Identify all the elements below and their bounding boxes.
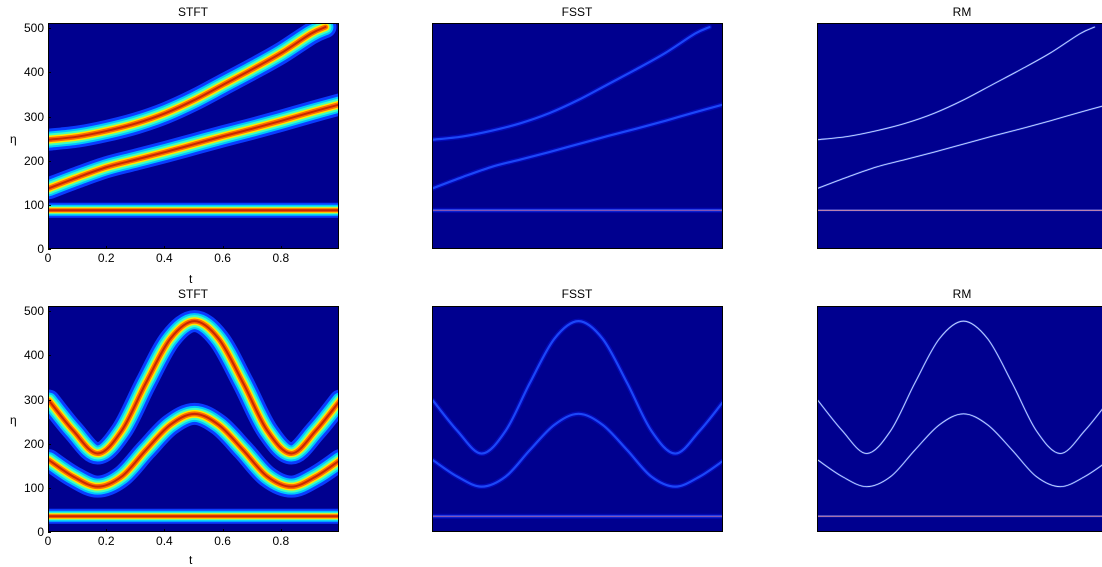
xtick-mark (48, 529, 49, 532)
rm-ridge-1 (818, 413, 1102, 488)
stft-band-core-0 (49, 26, 327, 141)
ytick-mark (48, 28, 51, 30)
fsst-ridge-0 (433, 25, 711, 141)
ytick-label: 300 (23, 392, 44, 407)
ytick-mark (48, 116, 51, 118)
ytick-label: 500 (23, 21, 44, 36)
fsst-ridge-glow-0 (433, 24, 712, 143)
ytick-label: 300 (23, 109, 44, 124)
panel-title-6: RM (952, 287, 972, 301)
ytick-mark (48, 311, 51, 313)
rm-ridge-1 (818, 105, 1102, 189)
rm-ridge-0 (818, 26, 1095, 141)
rm-ridge-0 (818, 320, 1102, 454)
plot-rm-1 (817, 23, 1102, 249)
ytick-mark (48, 532, 51, 533)
fsst-ridge-1 (433, 412, 722, 488)
panel-title-4: STFT (178, 287, 208, 301)
xtick-label: 0 (44, 534, 52, 548)
xtick-label: 0.2 (97, 251, 115, 265)
xtick-label: 0.8 (272, 534, 290, 548)
fsst-ridge-glow-0 (433, 318, 722, 457)
ytick-label: 400 (23, 65, 44, 80)
stft-band-green-0 (49, 315, 338, 460)
stft-band-outer-0 (49, 310, 338, 465)
plot-rm-2 (817, 306, 1102, 532)
ytick-mark (48, 355, 51, 357)
xtick-mark (222, 529, 224, 532)
ylabel-1: η (10, 132, 17, 146)
ytick-mark (48, 72, 51, 74)
xtick-mark (164, 246, 166, 249)
rm-ridge-glow-0 (818, 26, 1096, 141)
fsst-ridge-1 (433, 103, 722, 190)
ytick-label: 200 (23, 153, 44, 168)
xtick-label: 0.6 (214, 534, 231, 548)
ytick-label: 0 (37, 525, 44, 539)
xtick-mark (106, 529, 108, 532)
ytick-label: 400 (23, 348, 44, 363)
xtick-label: 0.4 (156, 251, 173, 265)
stft-band-core-0 (49, 320, 338, 455)
stft-band-core-1 (49, 412, 338, 488)
xtick-label: 0.4 (156, 534, 173, 548)
xtick-label: 0 (44, 251, 52, 265)
stft-band-orange-0 (49, 318, 338, 457)
ylabel-2: η (10, 413, 17, 427)
xlabel-1: t (189, 272, 193, 286)
rm-ridge-glow-0 (818, 320, 1102, 455)
plot-stft-2 (48, 306, 339, 532)
xlabel-2: t (189, 553, 193, 567)
plot-fsst-1 (432, 23, 723, 249)
panel-title-2: FSST (561, 5, 593, 19)
xtick-mark (280, 529, 282, 532)
ytick-mark (48, 160, 51, 162)
ytick-mark (48, 399, 51, 401)
ytick-label: 500 (23, 304, 44, 319)
ytick-label: 100 (23, 197, 44, 212)
panel-title-3: RM (952, 5, 972, 19)
ytick-label: 200 (23, 436, 44, 451)
ytick-mark (48, 443, 51, 445)
stft-band-core-1 (49, 103, 338, 190)
stft-band-cyan-0 (49, 313, 338, 462)
xtick-mark (280, 246, 282, 249)
ytick-mark (48, 249, 51, 250)
xtick-label: 0.8 (272, 251, 290, 265)
xtick-label: 0.2 (97, 534, 115, 548)
xtick-mark (222, 246, 224, 249)
ytick-label: 0 (37, 242, 44, 256)
panel-title-5: FSST (561, 287, 593, 301)
xtick-mark (48, 246, 49, 249)
plot-stft-1 (48, 23, 339, 249)
stft-band-yellow-0 (49, 317, 338, 458)
rm-ridge-glow-1 (818, 105, 1102, 190)
fsst-ridge-0 (433, 320, 722, 455)
xtick-mark (164, 529, 166, 532)
xtick-mark (106, 246, 108, 249)
ytick-label: 100 (23, 480, 44, 495)
ytick-mark (48, 204, 51, 206)
ytick-mark (48, 487, 51, 489)
plot-fsst-2 (432, 306, 723, 532)
xtick-label: 0.6 (214, 251, 231, 265)
panel-title-1: STFT (178, 5, 208, 19)
